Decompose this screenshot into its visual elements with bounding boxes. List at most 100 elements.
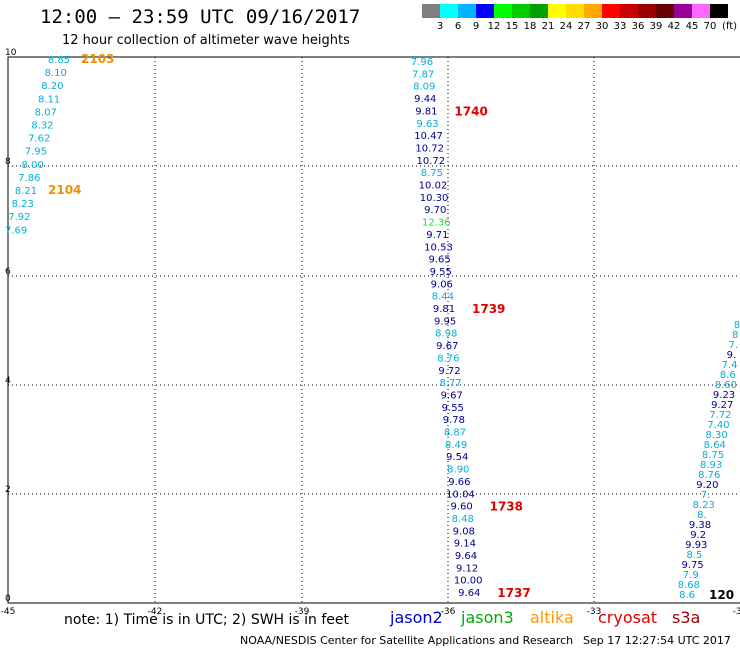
- wave-height-value: 9.65: [428, 255, 450, 266]
- wave-height-value: 9.54: [446, 452, 468, 463]
- scale-label: 45: [685, 21, 699, 32]
- wave-height-value: 9.06: [431, 279, 453, 290]
- legend-s3a: s3a: [672, 608, 701, 627]
- x-tick-label: -36: [441, 607, 456, 617]
- scale-label: 21: [541, 21, 555, 32]
- scale-label: 18: [523, 21, 537, 32]
- scale-swatch: [530, 4, 548, 18]
- scale-swatch: [692, 4, 710, 18]
- pass-time-label: 2104: [48, 183, 81, 197]
- scale-label: 70: [703, 21, 717, 32]
- wave-height-value: 7.86: [18, 173, 40, 184]
- wave-height-value: 7.4: [722, 360, 738, 371]
- x-tick-label: -45: [1, 607, 16, 617]
- wave-height-value: 8.76: [437, 353, 459, 364]
- scale-swatch: [674, 4, 692, 18]
- y-tick-label: 6: [5, 267, 11, 277]
- wave-height-value: 10.72: [415, 143, 444, 154]
- wave-height-value: 8.76: [698, 470, 720, 481]
- scale-label: 9: [472, 21, 480, 32]
- scale-label: 27: [577, 21, 591, 32]
- wave-height-value: 8.6: [679, 590, 695, 601]
- scale-swatch: [494, 4, 512, 18]
- page-subtitle: 12 hour collection of altimeter wave hei…: [62, 33, 350, 48]
- scale-swatch: [512, 4, 530, 18]
- wave-height-value: 9.72: [438, 366, 460, 377]
- wave-height-value: 7.72: [709, 410, 731, 421]
- y-tick-label: 2: [5, 485, 11, 495]
- wave-height-value: 9.63: [416, 119, 438, 130]
- y-tick-label: 0: [5, 594, 11, 604]
- wave-height-value: 9.95: [434, 316, 456, 327]
- scale-swatch: [638, 4, 656, 18]
- page-title: 12:00 — 23:59 UTC 09/16/2017: [40, 6, 361, 28]
- right-track: 887.9.7.48.68.609.239.277.727.408.308.64…: [678, 320, 740, 601]
- wave-height-value: 9.2: [690, 530, 706, 541]
- wave-height-value: 8.44: [432, 292, 454, 303]
- wave-height-value: 9.71: [426, 230, 448, 241]
- wave-height-value: 8.20: [41, 81, 63, 92]
- wave-height-value: 8.09: [413, 82, 435, 93]
- wave-height-value: 7.9: [683, 570, 699, 581]
- scale-label: 33: [613, 21, 627, 32]
- wave-height-value: 9.14: [454, 539, 476, 550]
- wave-height-value: 9.64: [455, 551, 477, 562]
- wave-height-value: 9.20: [696, 480, 718, 491]
- wave-height-value: 8.00: [21, 160, 43, 171]
- wave-height-value: 8.49: [445, 440, 467, 451]
- wave-height-value: 8.85: [48, 55, 70, 66]
- wave-height-value: 9.12: [456, 563, 478, 574]
- wave-height-value: 8.07: [35, 107, 57, 118]
- map-frame: [7, 56, 740, 604]
- wave-height-value: 12.36: [422, 218, 451, 229]
- wave-height-value: 8: [732, 330, 738, 341]
- footer-note: note: 1) Time is in UTC; 2) SWH is in fe…: [64, 612, 350, 628]
- wave-height-value: 8.77: [439, 378, 461, 389]
- wave-height-value: 9.81: [415, 106, 437, 117]
- wave-height-value: 8.48: [452, 514, 474, 525]
- scale-swatch: [620, 4, 638, 18]
- wave-height-value: 8.6: [720, 370, 736, 381]
- pass-time-label: 1739: [472, 302, 505, 316]
- wave-height-value: 8.30: [706, 430, 728, 441]
- wave-height-value: 8.93: [700, 460, 722, 471]
- wave-height-value: 8.10: [45, 68, 67, 79]
- wave-height-value: 9.67: [436, 341, 458, 352]
- wave-height-value: 7.87: [412, 69, 434, 80]
- wave-height-value: 8.32: [31, 121, 53, 132]
- wave-height-value: 9.55: [442, 403, 464, 414]
- wave-height-value: 9.60: [450, 502, 472, 513]
- wave-height-value: 8.60: [715, 380, 737, 391]
- scale-label: 12: [487, 21, 501, 32]
- wave-height-value: 9.78: [443, 415, 465, 426]
- wave-height-value: 9.67: [441, 390, 463, 401]
- wave-height-value: 8.90: [447, 465, 469, 476]
- scale-label: 6: [454, 21, 462, 32]
- pass-time-label: 120: [709, 588, 734, 602]
- scale-swatch: [656, 4, 674, 18]
- scale-swatch: [422, 4, 440, 18]
- scale-label: 39: [649, 21, 663, 32]
- wave-height-value: 10.04: [446, 489, 475, 500]
- wave-height-value: 10.30: [420, 193, 449, 204]
- scale-swatch: [458, 4, 476, 18]
- wave-height-value: 10.47: [414, 131, 443, 142]
- wave-height-value: 10.00: [454, 576, 483, 587]
- wave-height-value: 8.23: [693, 500, 715, 511]
- legend-jason3: jason3: [461, 608, 514, 627]
- wave-height-value: 8.64: [704, 440, 726, 451]
- wave-height-value: 8.75: [702, 450, 724, 461]
- wave-height-value: 8.21: [15, 186, 37, 197]
- wave-height-value: 8.11: [38, 94, 60, 105]
- scale-swatch: [710, 4, 728, 18]
- wave-height-value: 9.44: [414, 94, 436, 105]
- wave-height-value: 9.23: [713, 390, 735, 401]
- wave-height-value: 7.95: [25, 147, 47, 158]
- wave-height-value: 7.: [729, 340, 739, 351]
- wave-height-value: 7.92: [8, 212, 30, 223]
- wave-height-value: 7.69: [5, 225, 27, 236]
- pass-time-label: 1740: [454, 104, 487, 118]
- wave-height-value: 8.23: [12, 199, 34, 210]
- wave-height-value: 9.: [727, 350, 737, 361]
